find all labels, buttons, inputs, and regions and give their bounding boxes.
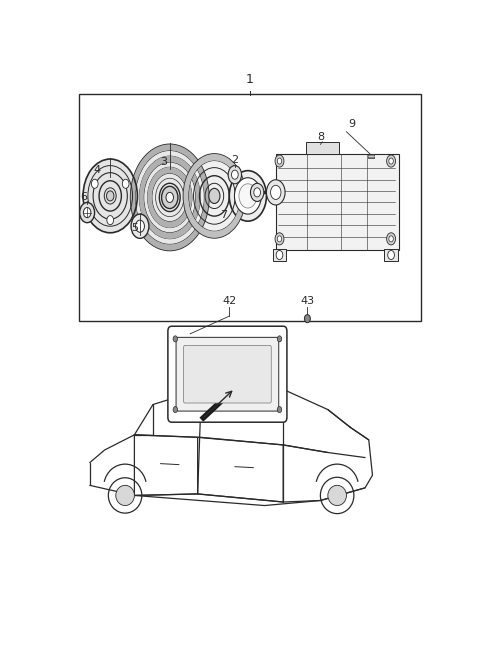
- Circle shape: [80, 203, 95, 222]
- Bar: [79, 94, 421, 321]
- Circle shape: [131, 144, 209, 251]
- Text: 5: 5: [131, 223, 138, 233]
- Circle shape: [107, 216, 114, 225]
- Circle shape: [389, 236, 393, 242]
- Text: 8: 8: [317, 132, 324, 142]
- Ellipse shape: [321, 478, 354, 514]
- Circle shape: [166, 192, 173, 203]
- FancyBboxPatch shape: [176, 337, 279, 411]
- Wedge shape: [183, 154, 245, 238]
- Circle shape: [388, 251, 395, 260]
- Bar: [305, 142, 339, 155]
- Wedge shape: [139, 156, 200, 239]
- Circle shape: [251, 183, 264, 201]
- Circle shape: [135, 220, 144, 232]
- Circle shape: [183, 154, 245, 238]
- Circle shape: [276, 251, 283, 260]
- Circle shape: [162, 186, 178, 209]
- Bar: [368, 155, 374, 158]
- Circle shape: [275, 155, 284, 167]
- Circle shape: [122, 179, 129, 188]
- Circle shape: [275, 233, 284, 245]
- Circle shape: [228, 165, 241, 184]
- Circle shape: [83, 159, 137, 233]
- Text: 9: 9: [348, 119, 355, 129]
- FancyBboxPatch shape: [168, 326, 287, 422]
- Text: 1: 1: [246, 73, 253, 87]
- FancyBboxPatch shape: [215, 388, 284, 401]
- Text: 6: 6: [81, 192, 88, 203]
- Bar: [273, 249, 286, 260]
- Ellipse shape: [328, 485, 347, 506]
- Text: 42: 42: [222, 296, 236, 306]
- Circle shape: [229, 171, 266, 221]
- Text: 3: 3: [161, 157, 168, 167]
- Circle shape: [91, 179, 98, 188]
- Text: 2: 2: [231, 155, 239, 165]
- Circle shape: [304, 315, 311, 323]
- Circle shape: [277, 236, 282, 242]
- Circle shape: [386, 233, 396, 245]
- FancyBboxPatch shape: [183, 346, 271, 403]
- Wedge shape: [131, 144, 209, 251]
- Text: 4: 4: [94, 165, 101, 174]
- Circle shape: [107, 191, 114, 201]
- Ellipse shape: [108, 478, 142, 513]
- Circle shape: [173, 336, 178, 342]
- Bar: [384, 249, 398, 260]
- Circle shape: [254, 188, 261, 197]
- Circle shape: [234, 178, 261, 214]
- Circle shape: [277, 407, 282, 413]
- Circle shape: [173, 407, 178, 413]
- Text: 7: 7: [220, 210, 227, 220]
- Wedge shape: [147, 167, 192, 228]
- Circle shape: [266, 180, 285, 205]
- Circle shape: [231, 170, 238, 179]
- Circle shape: [239, 184, 257, 208]
- Circle shape: [271, 185, 281, 199]
- Circle shape: [209, 188, 220, 203]
- Circle shape: [131, 214, 149, 238]
- Bar: [276, 154, 398, 251]
- Circle shape: [386, 155, 396, 167]
- Circle shape: [84, 207, 91, 218]
- Circle shape: [277, 158, 282, 164]
- Text: 43: 43: [300, 296, 314, 306]
- Circle shape: [389, 158, 393, 164]
- Ellipse shape: [116, 485, 134, 506]
- Circle shape: [277, 336, 282, 342]
